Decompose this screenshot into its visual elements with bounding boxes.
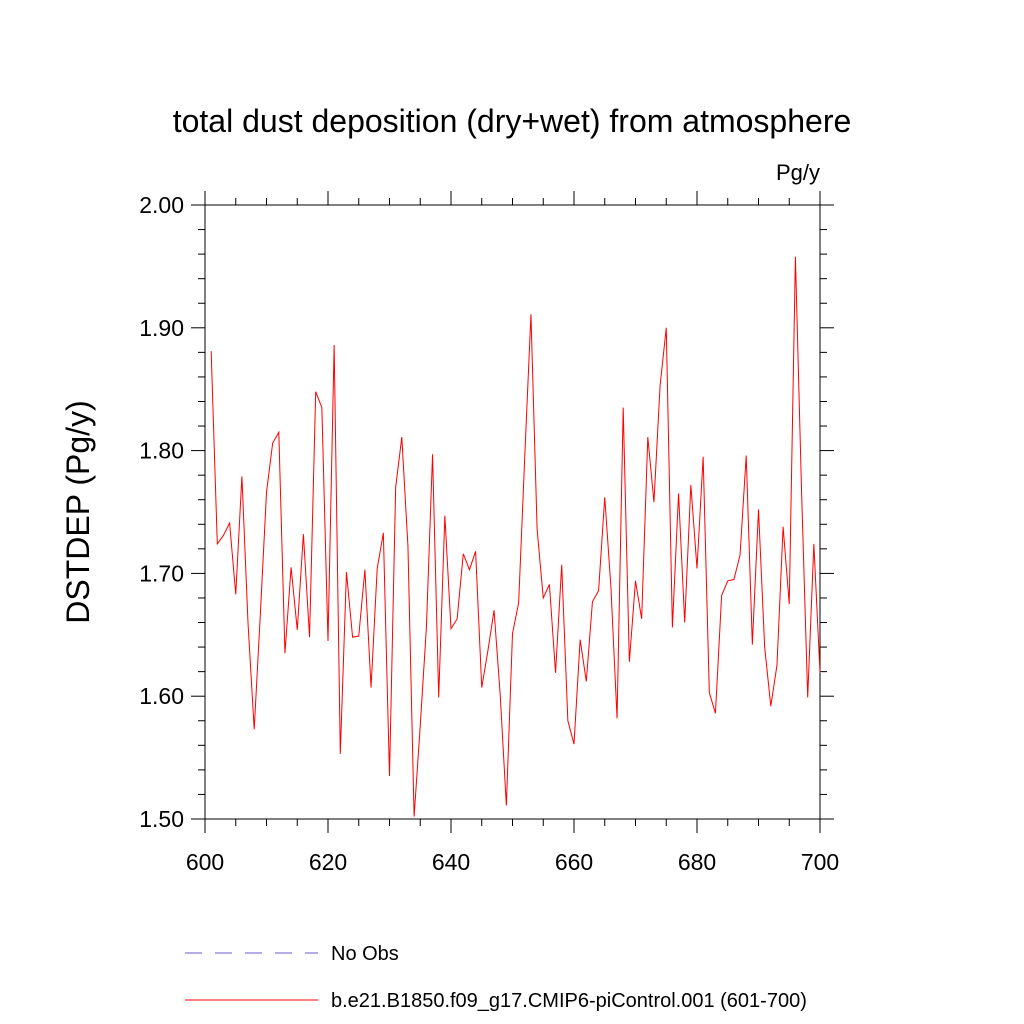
x-tick-label: 620: [309, 849, 347, 875]
axis-ticks: [191, 191, 834, 833]
y-tick-label: 1.90: [139, 315, 184, 341]
tick-labels: 600 620 640 660 680 700 1.50 1.60 1.70 1.80 1.90 2.…: [139, 192, 839, 875]
series-line: [210, 256, 821, 817]
units-label: Pg/y: [776, 160, 820, 185]
series-group: [210, 256, 821, 817]
y-tick-label: 1.80: [139, 438, 184, 464]
y-tick-label: 2.00: [139, 192, 184, 218]
y-tick-label: 1.70: [139, 560, 184, 586]
x-tick-label: 680: [678, 849, 716, 875]
legend-label-no-obs: No Obs: [331, 943, 399, 965]
x-tick-label: 640: [432, 849, 470, 875]
legend: No Obs b.e21.B1850.f09_g17.CMIP6-piContr…: [185, 943, 807, 1012]
plot-frame: [204, 204, 821, 820]
x-tick-label: 660: [555, 849, 593, 875]
y-tick-label: 1.50: [139, 806, 184, 832]
chart-title: total dust deposition (dry+wet) from atm…: [173, 103, 852, 139]
x-tick-label: 700: [801, 849, 839, 875]
legend-label-model: b.e21.B1850.f09_g17.CMIP6-piControl.001 …: [331, 990, 807, 1012]
x-tick-label: 600: [186, 849, 224, 875]
y-axis-label: DSTDEP (Pg/y): [60, 400, 96, 623]
y-tick-label: 1.60: [139, 683, 184, 709]
